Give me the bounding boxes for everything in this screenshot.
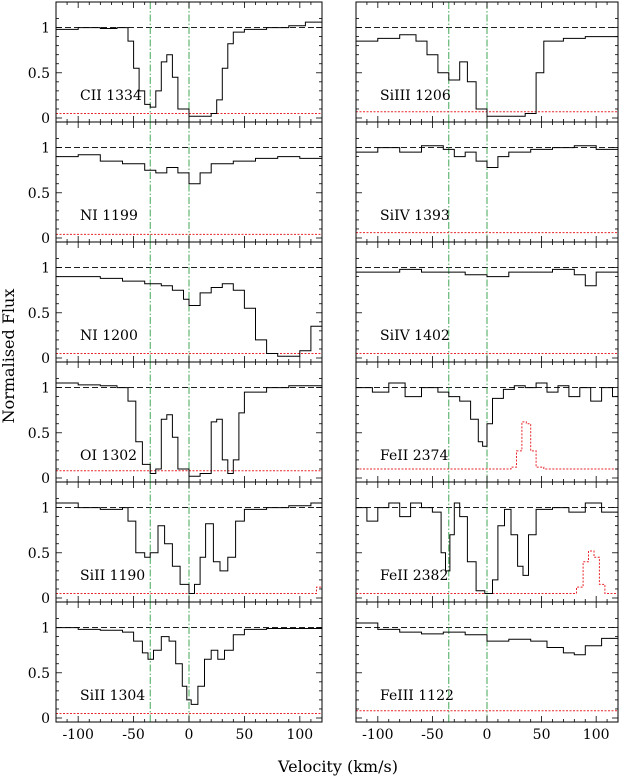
panel-siii-1190: 0 0.5 1 SiII 1190	[28, 481, 323, 607]
panel-siii-1304: 0 0.5 1 -100 -50 0 50 100 SiII 1304	[28, 601, 323, 743]
panel-ni-1199: 0 0.5 1 NI 1199	[28, 121, 323, 247]
x-tick-label: -100	[62, 727, 93, 743]
y-tick-label: 0.5	[28, 666, 50, 682]
flux-spectrum	[56, 21, 323, 117]
error-spectrum	[56, 584, 323, 594]
y-tick-label: 0.5	[28, 186, 50, 202]
flux-spectrum	[56, 276, 323, 357]
ion-label-feii-2374: FeII 2374	[380, 448, 448, 464]
flux-spectrum	[56, 382, 323, 477]
x-tick-label: 0	[185, 727, 194, 743]
y-tick-label: 0.5	[28, 66, 50, 82]
ion-label-siiii-1206: SiIII 1206	[380, 88, 451, 104]
ion-label-ni-1200: NI 1200	[80, 328, 138, 344]
ion-label-feiii-1122: FeIII 1122	[380, 688, 454, 704]
x-tick-label: 0	[483, 727, 492, 743]
y-tick-label: 0	[41, 351, 50, 367]
flux-spectrum	[356, 622, 619, 656]
y-tick-label: 1	[41, 21, 50, 37]
flux-spectrum	[56, 502, 322, 594]
x-tick-label: -100	[362, 727, 393, 743]
y-tick-label: 0.5	[28, 306, 50, 322]
y-tick-label: 0.5	[28, 546, 50, 562]
y-tick-label: 1	[41, 501, 50, 517]
panel-cii-1334: 0 0.5 1 CII 1334	[28, 1, 323, 127]
panel-feii-2382: FeII 2382	[355, 481, 619, 603]
y-tick-label: 1	[41, 261, 50, 277]
panel-siiv-1393: SiIV 1393	[355, 121, 619, 243]
flux-spectrum	[356, 502, 619, 594]
error-spectrum	[356, 550, 618, 594]
y-tick-label: 1	[41, 381, 50, 397]
y-tick-label: 0.5	[28, 426, 50, 442]
panel-feii-2374: FeII 2374	[355, 361, 619, 483]
ion-label-siiv-1402: SiIV 1402	[380, 328, 450, 344]
y-tick-label: 0	[41, 231, 50, 247]
y-tick-label: 0	[41, 711, 50, 727]
x-tick-label: -50	[421, 727, 444, 743]
x-axis-label: Velocity (km/s)	[277, 757, 398, 776]
flux-spectrum	[356, 145, 619, 168]
panel-siiv-1402: SiIV 1402	[355, 241, 619, 363]
flux-spectrum	[56, 154, 323, 185]
ion-label-feii-2382: FeII 2382	[380, 568, 448, 584]
ion-label-ni-1199: NI 1199	[80, 208, 138, 224]
ion-label-oi-1302: OI 1302	[80, 448, 137, 464]
x-tick-label: 50	[236, 727, 254, 743]
y-axis-label: Normalised Flux	[0, 289, 18, 424]
x-tick-label: 100	[583, 727, 610, 743]
y-tick-label: 1	[41, 621, 50, 637]
y-tick-label: 0	[41, 591, 50, 607]
x-tick-label: -50	[122, 727, 145, 743]
flux-spectrum	[56, 627, 323, 705]
y-tick-label: 1	[41, 141, 50, 157]
ion-label-cii-1334: CII 1334	[80, 88, 142, 104]
x-tick-label: 100	[286, 727, 313, 743]
ion-label-siii-1190: SiII 1190	[80, 568, 145, 584]
y-tick-label: 0	[41, 471, 50, 487]
error-spectrum	[356, 421, 618, 470]
panel-feiii-1122: -100 -50 0 50 100 FeIII 1122	[355, 601, 619, 743]
panel-siiii-1206: SiIII 1206	[355, 1, 619, 123]
panel-ni-1200: 0 0.5 1 NI 1200	[28, 241, 323, 367]
y-tick-label: 0	[41, 111, 50, 127]
panels-layer: 0 0.5 1 CII 1334 SiIII 1206 0 0.5 1 NI 1199 SiIV …	[28, 1, 619, 743]
panel-oi-1302: 0 0.5 1 OI 1302	[28, 361, 323, 487]
ion-label-siii-1304: SiII 1304	[80, 688, 145, 704]
flux-spectrum	[356, 268, 619, 287]
ion-label-siiv-1393: SiIV 1393	[380, 208, 450, 224]
x-tick-label: 50	[533, 727, 551, 743]
flux-spectrum	[356, 382, 619, 447]
flux-spectrum	[356, 34, 619, 117]
